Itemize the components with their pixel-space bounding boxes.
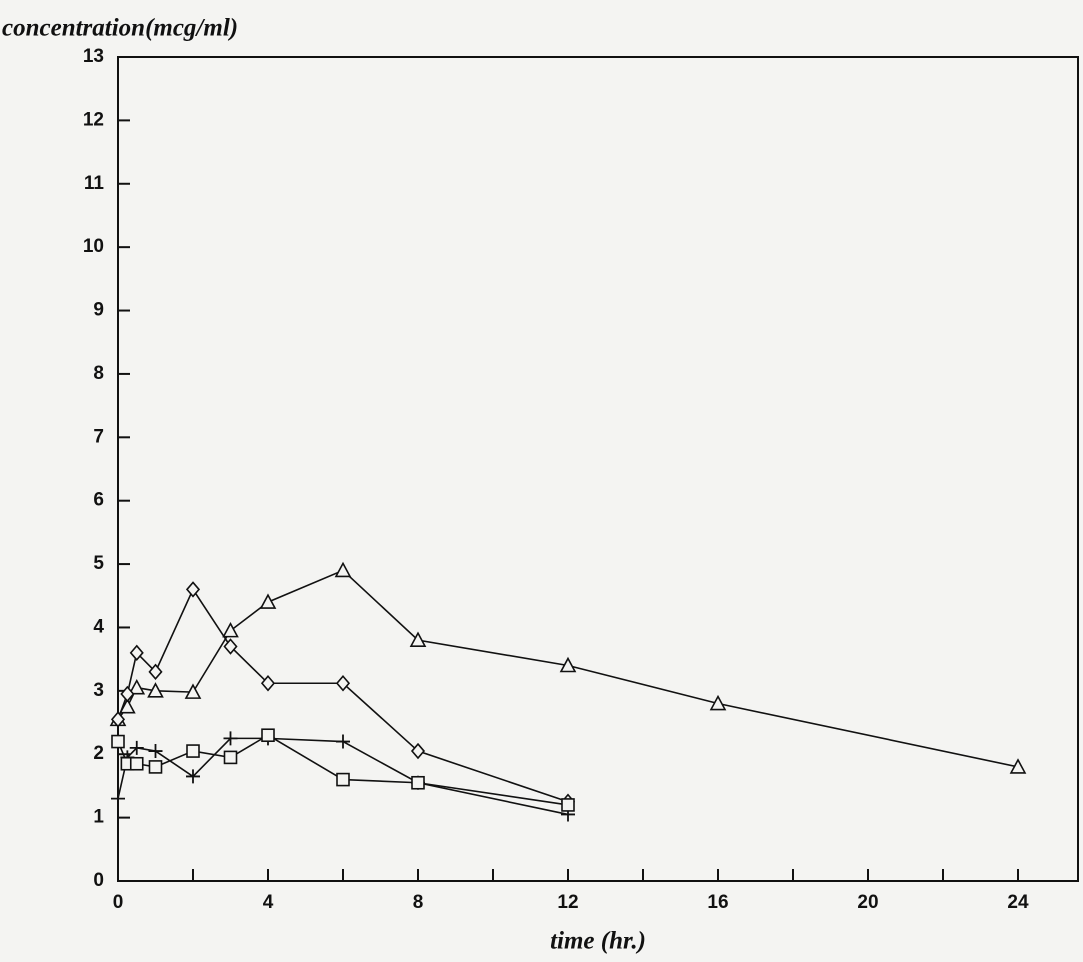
x-tick-label: 0 — [113, 892, 124, 913]
marker — [184, 683, 202, 699]
marker — [110, 711, 126, 728]
marker — [148, 760, 163, 774]
marker — [261, 728, 275, 743]
marker — [709, 694, 727, 711]
marker — [223, 731, 238, 746]
x-tick-label: 20 — [857, 892, 878, 913]
marker — [119, 698, 136, 714]
x-tick-label: 8 — [413, 892, 424, 913]
y-tick-label: 2 — [93, 743, 104, 764]
y-tick-label: 13 — [83, 46, 104, 67]
marker — [336, 772, 350, 787]
y-tick-label: 10 — [83, 236, 104, 257]
marker — [186, 744, 200, 758]
y-tick-label: 11 — [84, 173, 105, 194]
y-tick-label: 9 — [93, 300, 104, 321]
y-tick-label: 4 — [93, 616, 104, 637]
y-tick-label: 1 — [93, 807, 104, 828]
marker — [223, 638, 238, 655]
marker — [336, 734, 350, 749]
marker — [223, 750, 238, 765]
marker — [111, 734, 125, 749]
marker — [260, 675, 276, 692]
x-tick-label: 4 — [263, 892, 274, 913]
marker — [410, 742, 426, 760]
marker — [409, 631, 427, 647]
marker — [559, 656, 577, 673]
y-tick-label: 6 — [93, 490, 104, 511]
marker — [129, 740, 144, 755]
marker — [186, 769, 200, 784]
y-tick-label: 7 — [93, 426, 104, 447]
marker — [128, 678, 146, 695]
x-tick-label: 12 — [557, 892, 578, 913]
marker — [185, 581, 201, 598]
y-tick-label: 5 — [93, 553, 104, 574]
series-line — [117, 737, 569, 816]
x-tick-label: 16 — [707, 892, 728, 913]
y-tick-label: 8 — [93, 363, 104, 384]
x-tick-label: 24 — [1007, 892, 1029, 913]
marker — [1009, 758, 1027, 774]
marker — [334, 561, 352, 578]
marker — [129, 644, 144, 662]
y-axis-title: concentration(mcg/ml) — [2, 15, 238, 42]
marker — [561, 798, 575, 812]
plot-frame — [117, 56, 1079, 882]
y-tick-label: 12 — [83, 109, 104, 130]
x-axis-title: time (hr.) — [550, 928, 646, 955]
marker — [147, 682, 164, 698]
marker — [335, 675, 351, 692]
marker — [148, 744, 163, 759]
marker — [222, 621, 239, 638]
y-tick-label: 3 — [93, 680, 104, 701]
marker — [111, 791, 125, 806]
marker — [259, 593, 277, 609]
marker — [120, 685, 135, 703]
marker — [411, 775, 425, 790]
y-tick-label: 0 — [93, 870, 104, 891]
series-line — [117, 587, 569, 803]
marker — [148, 663, 163, 681]
marker — [129, 756, 144, 771]
